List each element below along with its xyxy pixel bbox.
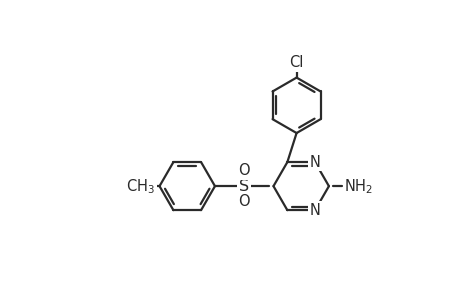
Text: O: O <box>238 163 250 178</box>
Text: CH$_3$: CH$_3$ <box>126 177 155 196</box>
Text: O: O <box>238 194 250 209</box>
Text: S: S <box>239 178 249 194</box>
Text: NH$_2$: NH$_2$ <box>344 177 373 196</box>
Text: Cl: Cl <box>289 55 303 70</box>
Text: N: N <box>309 203 320 218</box>
Text: N: N <box>309 154 320 169</box>
